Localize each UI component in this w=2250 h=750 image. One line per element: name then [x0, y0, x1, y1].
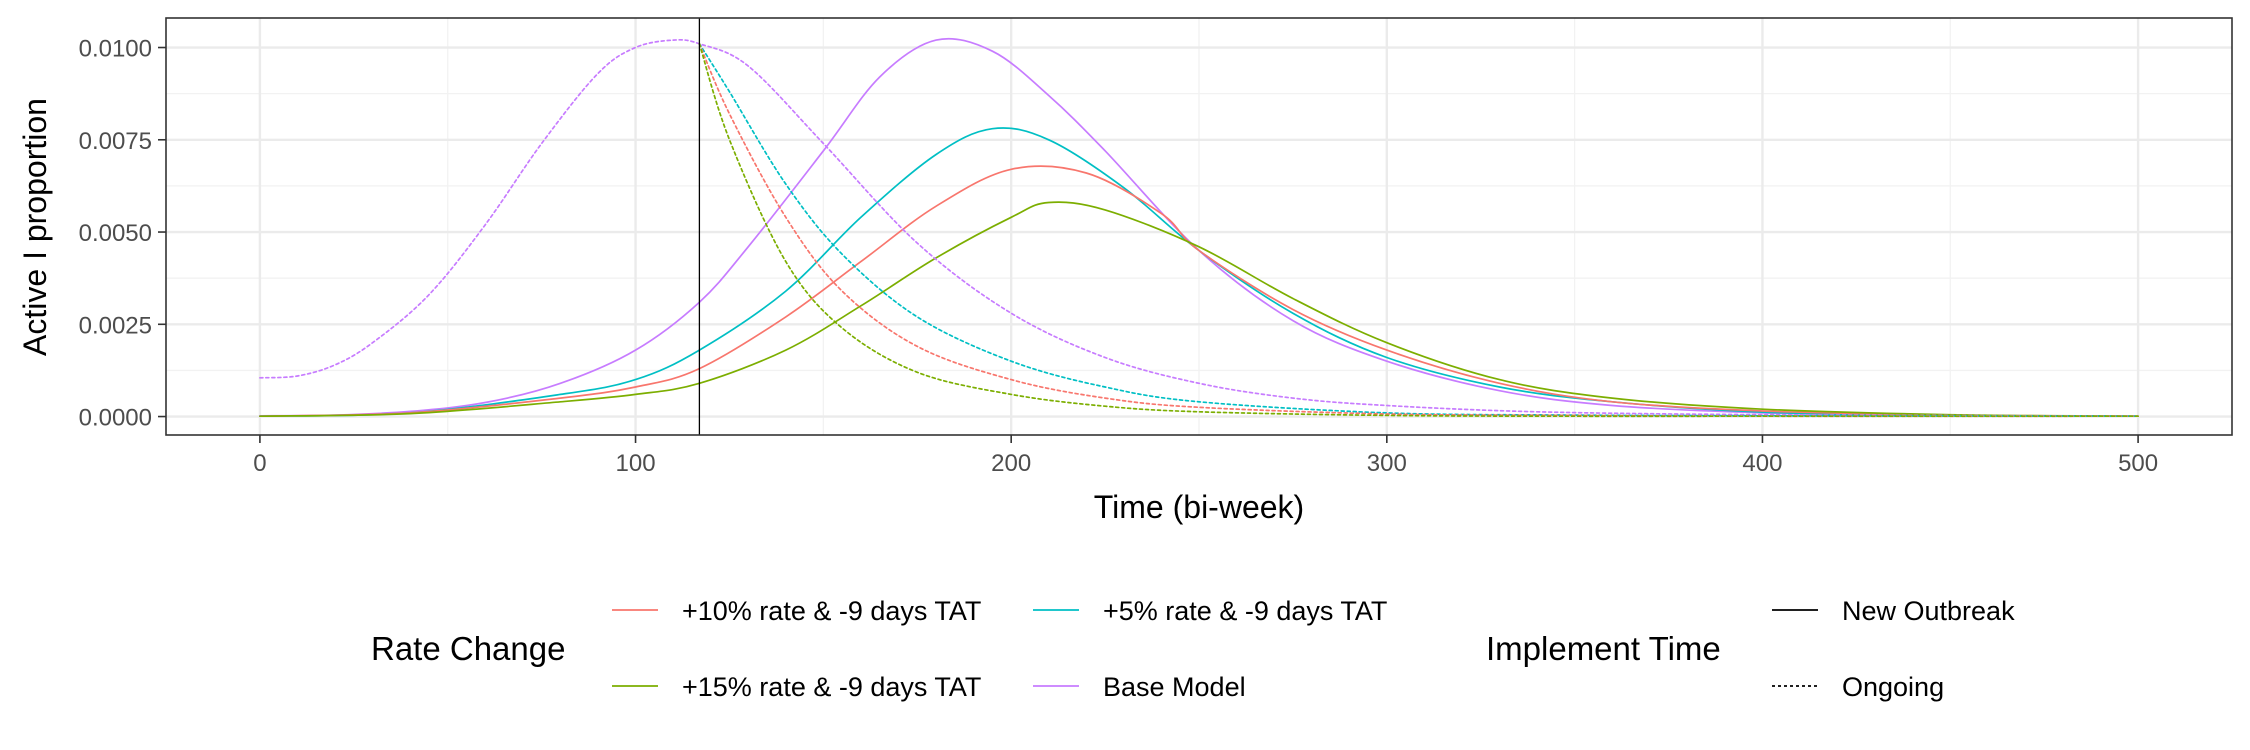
axis-ticks: 0 100 200 300 400 500 0.0000 0.0025 0.0050 0.0075…	[79, 36, 2159, 477]
x-tick-label: 100	[616, 450, 656, 477]
new-outbreak-series-line-2	[259, 165, 2139, 418]
x-tick-label: 300	[1367, 450, 1407, 477]
legend-label: Base Model	[1103, 672, 1246, 702]
y-axis-title: Active I proportion	[17, 98, 53, 356]
x-tick-label: 500	[2118, 450, 2158, 477]
x-axis-title: Time (bi-week)	[1094, 489, 1304, 525]
legend-label: New Outbreak	[1842, 596, 2015, 626]
legend: Rate Change +10% rate & -9 days TAT +5% …	[371, 596, 2015, 702]
new-outbreak-series-line-0	[259, 37, 2139, 418]
y-tick-label: 0.0100	[79, 36, 152, 63]
legend-label: +15% rate & -9 days TAT	[682, 672, 981, 702]
y-tick-label: 0.0025	[79, 312, 152, 339]
x-tick-label: 400	[1742, 450, 1782, 477]
x-tick-label: 0	[253, 450, 266, 477]
legend-label: Ongoing	[1842, 672, 1944, 702]
legend-label: +10% rate & -9 days TAT	[682, 596, 981, 626]
new-outbreak-series-line-3	[259, 201, 2139, 418]
y-tick-label: 0.0075	[79, 128, 152, 155]
plot-panel-border	[165, 17, 2233, 436]
legend-label: +5% rate & -9 days TAT	[1103, 596, 1387, 626]
grid-lines	[166, 18, 2232, 435]
y-tick-label: 0.0050	[79, 220, 152, 247]
series-lines	[259, 37, 2139, 418]
y-tick-label: 0.0000	[79, 405, 152, 432]
ongoing-series-line-4	[259, 38, 2139, 418]
x-tick-label: 200	[991, 450, 1031, 477]
legend-title-linetype: Implement Time	[1486, 630, 1721, 667]
ongoing-series-line-7	[698, 42, 2139, 418]
legend-color-keys	[612, 609, 1079, 687]
legend-title-color: Rate Change	[371, 630, 565, 667]
